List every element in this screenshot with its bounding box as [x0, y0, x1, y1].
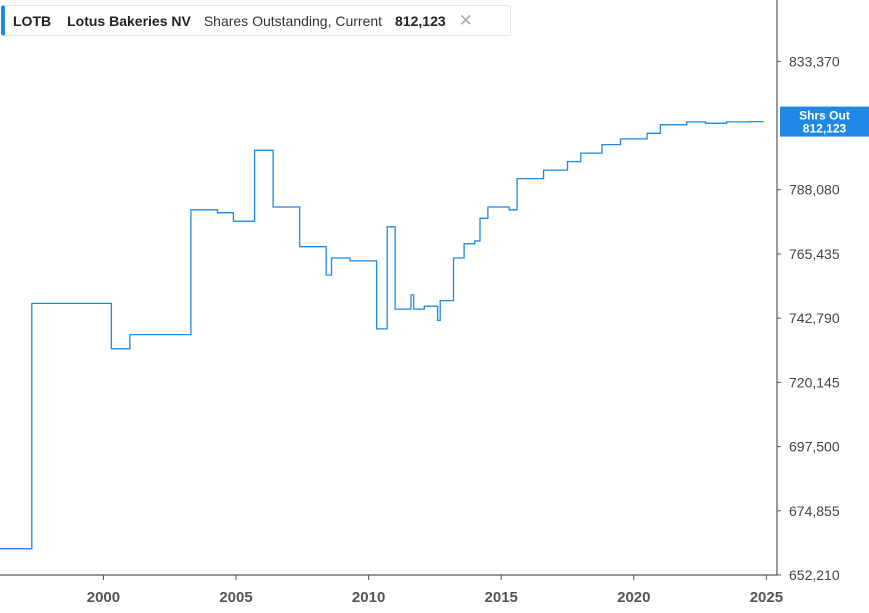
badge-label: Shrs Out	[799, 109, 850, 123]
current-value-badge: Shrs Out 812,123	[780, 106, 869, 137]
series-layer	[0, 120, 764, 550]
legend-company-name: Lotus Bakeries NV	[67, 12, 191, 29]
badge-value: 812,123	[803, 122, 847, 136]
legend-current-value: 812,123	[395, 12, 446, 29]
x-tick-label: 2015	[485, 589, 518, 606]
y-tick-label: 765,435	[789, 246, 840, 262]
x-tick-label: 2000	[87, 589, 120, 606]
x-tick-label: 2020	[617, 589, 650, 606]
legend-ticker[interactable]: LOTB	[13, 12, 52, 29]
x-tick-label: 2025	[750, 589, 783, 606]
x-tick-label: 2010	[352, 589, 385, 606]
y-tick-label: 742,790	[789, 310, 840, 326]
y-tick-label: 697,500	[789, 439, 840, 455]
y-tick-label: 788,080	[789, 182, 840, 198]
badge-background	[780, 106, 869, 137]
y-tick-label: 833,370	[789, 53, 840, 69]
series-legend[interactable]: LOTB Lotus Bakeries NV Shares Outstandin…	[1, 5, 511, 36]
close-icon[interactable]: ✕	[458, 10, 473, 30]
legend-metric-name: Shares Outstanding, Current	[203, 12, 383, 29]
y-tick-label: 674,855	[789, 503, 840, 519]
y-tick-label: 652,210	[789, 567, 840, 583]
shares-outstanding-series-line	[0, 120, 764, 550]
axes-layer: 652,210 674,855 697,500 720,145 742,790 765,4…	[0, 0, 840, 606]
y-tick-label: 720,145	[789, 374, 840, 390]
x-tick-label: 2005	[219, 589, 252, 606]
